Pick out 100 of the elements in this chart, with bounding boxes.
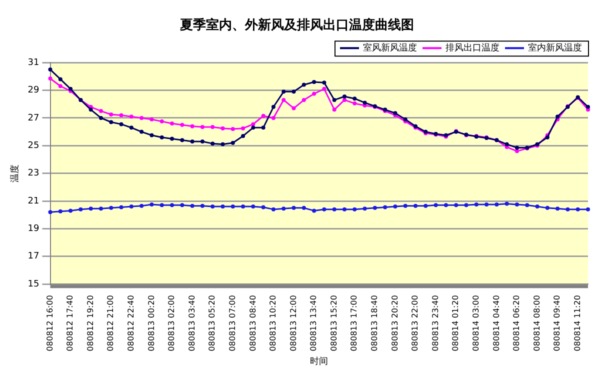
- point: [58, 84, 62, 88]
- point: [312, 208, 316, 213]
- point: [261, 114, 266, 118]
- point: [454, 203, 458, 208]
- point: [78, 207, 83, 212]
- point: [332, 108, 336, 112]
- y-tick-label: 21: [28, 196, 40, 206]
- x-tick-label: 080813 20:20: [390, 295, 400, 352]
- point: [119, 113, 124, 118]
- point: [282, 90, 286, 94]
- point: [525, 203, 530, 208]
- x-tick-label: 080813 00:20: [146, 295, 156, 352]
- point: [109, 112, 114, 117]
- y-tick-label: 23: [28, 168, 40, 179]
- point: [556, 206, 560, 211]
- x-tick-label: 080814 08:00: [532, 295, 542, 352]
- point: [292, 90, 296, 94]
- point: [200, 139, 204, 144]
- point: [170, 203, 174, 208]
- point: [494, 202, 499, 206]
- point: [586, 207, 590, 212]
- point: [332, 98, 336, 102]
- point: [424, 204, 428, 208]
- point: [282, 98, 286, 102]
- point: [362, 206, 367, 211]
- point: [129, 114, 134, 119]
- y-tick-label: 29: [28, 86, 40, 96]
- point: [332, 207, 336, 212]
- point: [210, 124, 215, 129]
- y-tick-label: 15: [28, 279, 40, 290]
- point: [210, 204, 215, 209]
- x-tick-label: 080812 22:40: [126, 295, 136, 352]
- point: [292, 206, 296, 210]
- point: [586, 104, 590, 109]
- x-tick-label: 080813 07:00: [228, 295, 237, 352]
- point: [220, 126, 225, 130]
- point: [241, 126, 246, 130]
- point: [230, 127, 235, 132]
- point: [545, 206, 550, 210]
- point: [170, 136, 174, 141]
- point: [180, 138, 184, 142]
- point: [352, 96, 357, 101]
- point: [98, 206, 103, 211]
- point: [322, 86, 326, 91]
- point: [504, 202, 509, 206]
- x-tick-label: 080814 09:40: [552, 295, 562, 352]
- point: [393, 204, 398, 209]
- point: [68, 208, 73, 213]
- point: [312, 92, 316, 96]
- y-tick-label: 31: [28, 58, 40, 68]
- point: [190, 124, 194, 128]
- point: [48, 68, 52, 72]
- x-tick-label: 080813 18:40: [370, 295, 380, 352]
- point: [48, 210, 52, 214]
- y-tick-label: 27: [28, 113, 40, 124]
- point: [150, 117, 154, 122]
- legend-label: 室内新风温度: [528, 42, 582, 54]
- point: [504, 142, 509, 146]
- x-tick-label: 080813 12:00: [288, 295, 298, 352]
- point: [342, 207, 346, 212]
- point: [230, 140, 235, 145]
- chart-title: 夏季室内、外新风及排风出口温度曲线图: [179, 17, 414, 34]
- point: [514, 149, 519, 154]
- point: [464, 203, 468, 208]
- y-tick-label: 25: [28, 140, 40, 151]
- x-tick-label: 080813 13:40: [309, 295, 318, 352]
- x-tick-label: 080812 19:20: [86, 295, 95, 352]
- point: [58, 77, 62, 82]
- x-tick-label: 080814 01:20: [451, 295, 460, 352]
- x-tick-label: 080812 16:00: [45, 295, 54, 352]
- point: [129, 126, 134, 130]
- y-tick-label: 19: [28, 224, 40, 234]
- point: [98, 109, 103, 114]
- point: [362, 100, 367, 105]
- point: [312, 80, 316, 84]
- x-tick-label: 080813 10:20: [268, 295, 278, 352]
- point: [220, 204, 225, 209]
- point: [241, 134, 246, 138]
- point: [170, 122, 174, 126]
- point: [140, 116, 144, 120]
- point: [403, 204, 408, 208]
- x-tick-label: 080812 21:00: [106, 295, 116, 352]
- point: [109, 120, 114, 124]
- point: [352, 207, 357, 212]
- point: [109, 206, 114, 210]
- point: [48, 76, 52, 81]
- point: [119, 122, 124, 126]
- point: [271, 116, 276, 120]
- point: [129, 204, 134, 209]
- point: [140, 130, 144, 134]
- point: [474, 202, 478, 206]
- point: [88, 206, 93, 211]
- x-tick-label: 080813 05:20: [208, 295, 217, 352]
- point: [292, 106, 296, 110]
- point: [190, 139, 194, 144]
- point: [514, 146, 519, 150]
- point: [576, 207, 580, 212]
- point: [230, 204, 235, 209]
- x-tick-label: 080813 23:40: [430, 295, 440, 352]
- point: [190, 204, 194, 208]
